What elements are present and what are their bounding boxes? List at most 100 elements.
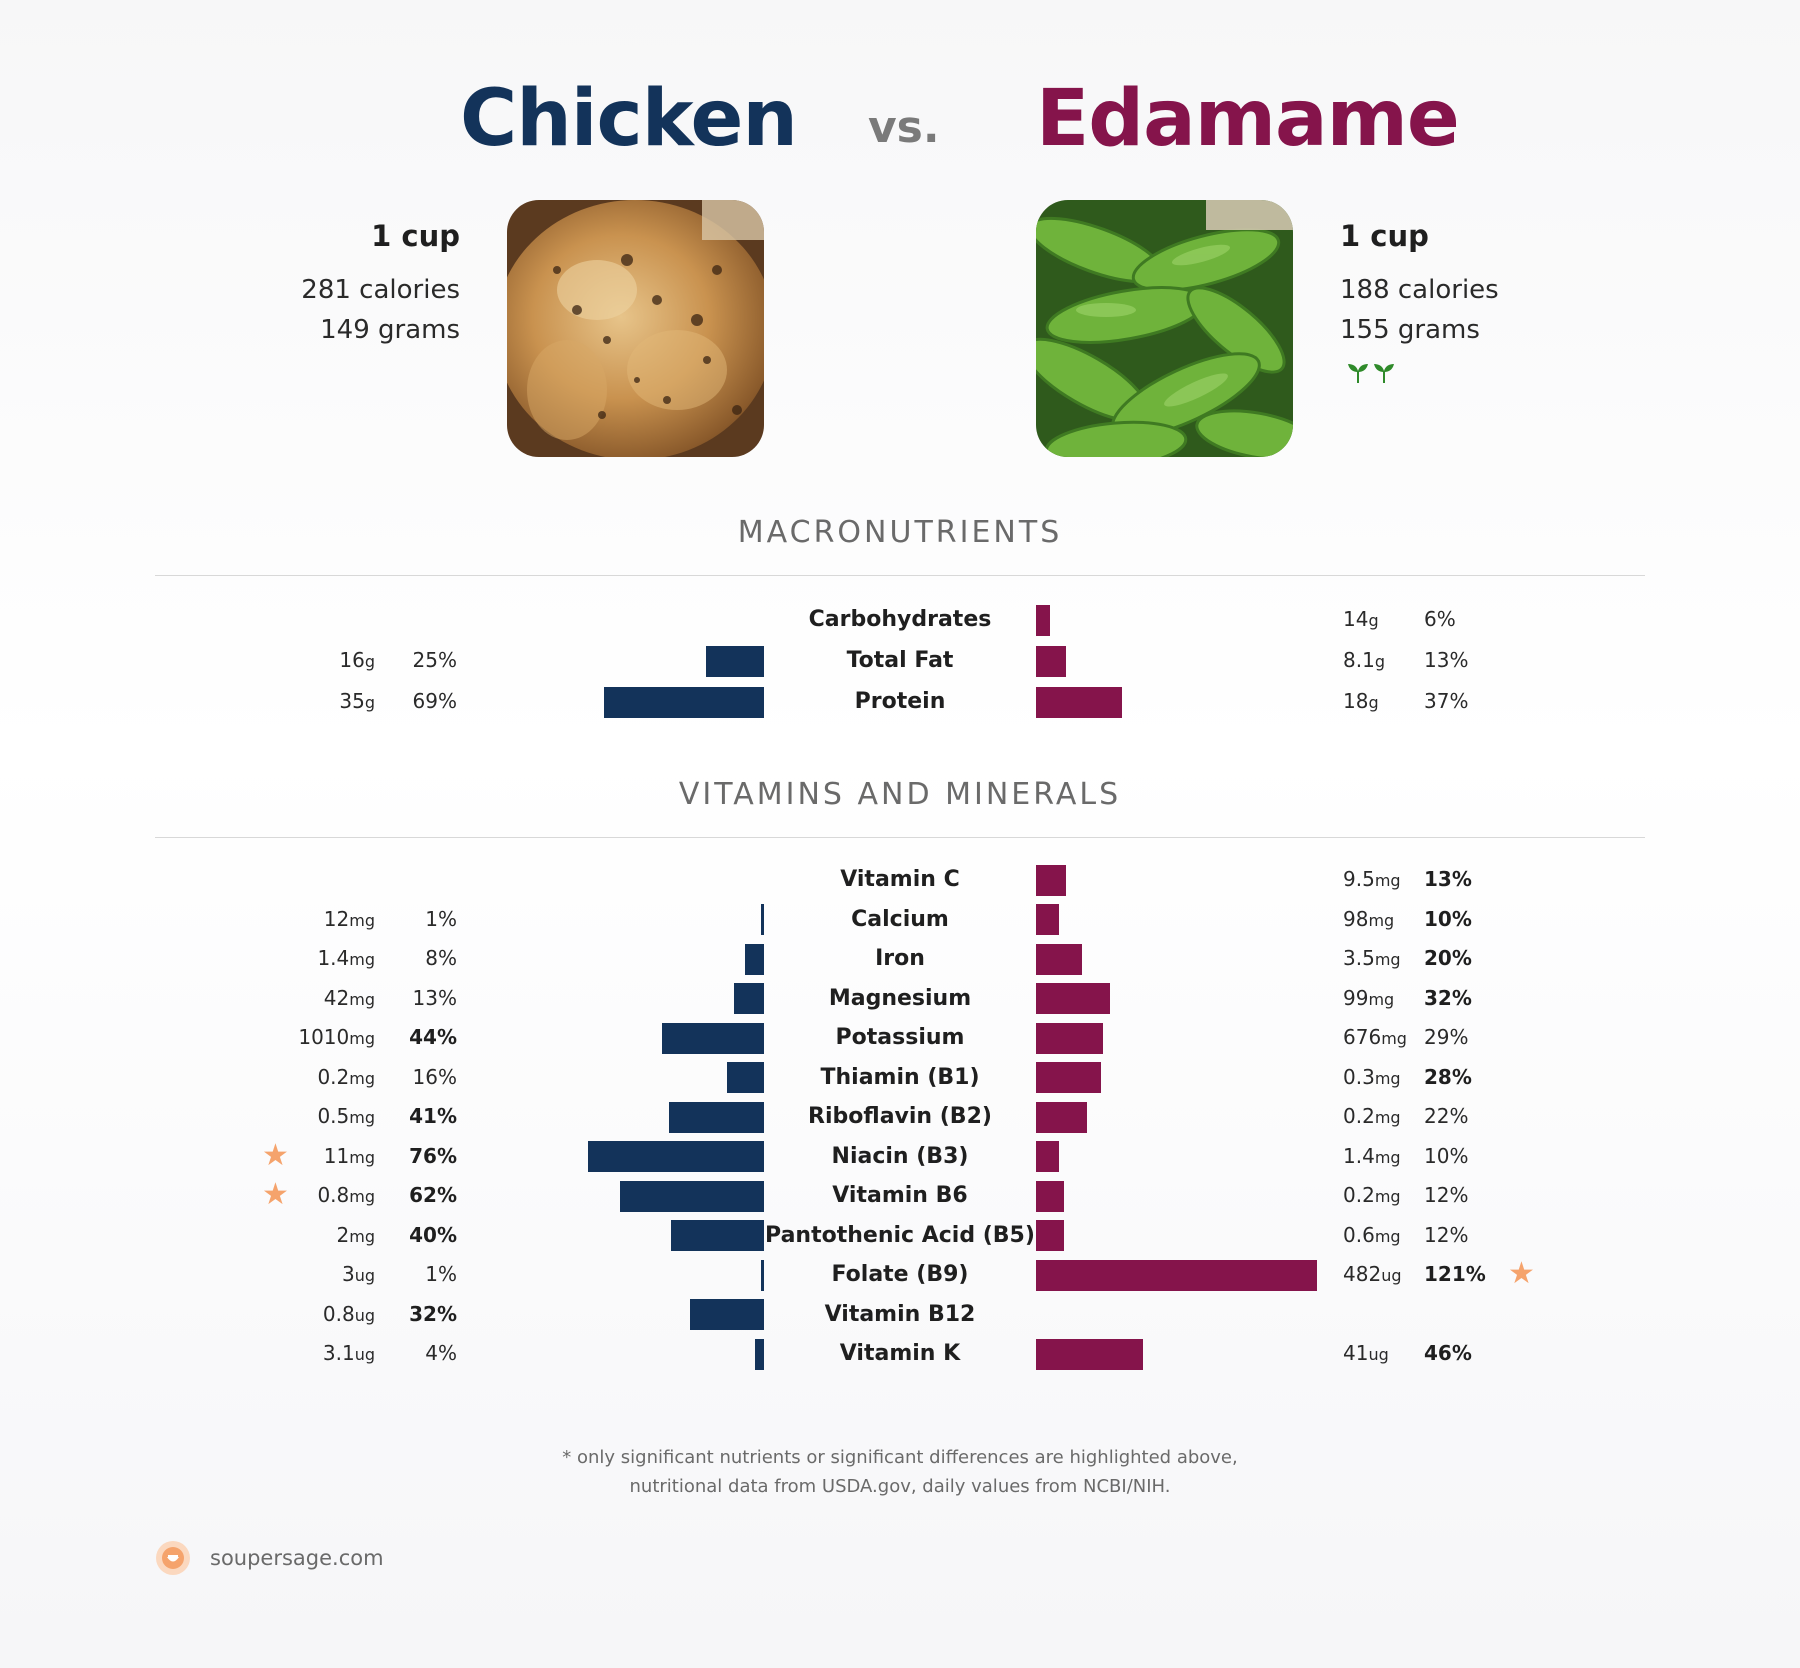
vit-calcium-edamame-pct: 10% [1424,906,1472,931]
vit-thiamin-b1-edamame-bar [1036,1062,1101,1093]
vit-niacin-b3-edamame-bar [1036,1141,1060,1172]
vit-niacin-b3-chicken-pct: 76% [409,1143,457,1168]
vit-vitamin-b12-chicken-amount: 0.8ug [322,1301,375,1326]
vit-vitamin-b6-edamame-amount: 0.2mg [1343,1183,1401,1207]
vit-riboflavin-b2-edamame-pct: 22% [1424,1104,1469,1128]
macro-total-fat-edamame-amount: 8.1g [1343,648,1385,672]
vit-vitamin-k-chicken-amount: 3.1ug [322,1341,375,1365]
vit-vitamin-b6-chicken-star-icon: ★ [262,1177,289,1212]
vit-niacin-b3-label: Niacin (B3) [831,1143,969,1169]
vit-magnesium-chicken-amount-unit: mg [349,989,375,1009]
vit-potassium-chicken-amount: 1010mg [298,1025,375,1049]
macro-protein-chicken-amount: 35g [339,689,375,713]
vit-calcium-chicken-pct: 1% [425,906,457,931]
vit-folate-b9-chicken-pct: 1% [425,1262,457,1286]
vit-pantothenic-acid-b5-label: Pantothenic Acid (B5) [765,1222,1035,1248]
vit-iron-edamame-amount: 3.5mg [1343,946,1401,970]
vit-folate-b9-edamame-amount-unit: ug [1381,1266,1402,1285]
vit-potassium-edamame-amount-unit: mg [1381,1029,1407,1048]
vit-thiamin-b1-edamame-pct: 28% [1424,1064,1472,1089]
vit-vitamin-c-edamame-pct: 13% [1424,867,1472,891]
vit-folate-b9-edamame-amount: 482ug [1343,1262,1402,1286]
vit-vitamin-c-label: Vitamin C [840,867,960,892]
vitamins-divider [155,837,1645,838]
brand-link[interactable]: soupersage.com [210,1546,384,1570]
left-grams: 149 grams [320,315,460,345]
vit-vitamin-c-edamame-amount: 9.5mg [1343,867,1401,891]
vit-iron-chicken-pct: 8% [425,946,457,970]
vit-iron-edamame-amount-unit: mg [1374,950,1401,969]
vit-iron-edamame-pct: 20% [1424,946,1472,970]
macro-total-fat-chicken-bar [706,645,764,677]
vit-riboflavin-b2-edamame-amount-unit: mg [1374,1108,1401,1127]
vit-pantothenic-acid-b5-chicken-amount: 2mg [336,1222,375,1247]
macro-protein-edamame-amount-unit: g [1368,693,1379,712]
macro-total-fat-edamame-bar [1036,645,1067,677]
vit-magnesium-label: Magnesium [828,985,972,1011]
vit-pantothenic-acid-b5-chicken-amount-unit: mg [349,1226,375,1246]
vit-magnesium-chicken-bar [733,983,764,1014]
vit-thiamin-b1-chicken-amount: 0.2mg [317,1064,375,1089]
vit-niacin-b3-chicken-bar [587,1141,764,1172]
vit-vitamin-b6-label: Vitamin B6 [832,1183,968,1208]
vit-vitamin-b6-chicken-amount-unit: mg [349,1187,375,1206]
vit-vitamin-k-label: Vitamin K [839,1341,961,1366]
vit-thiamin-b1-edamame-amount: 0.3mg [1343,1064,1401,1089]
vit-niacin-b3-edamame-amount-unit: mg [1374,1147,1401,1167]
right-calories: 188 calories [1340,275,1499,305]
vit-vitamin-k-edamame-amount-unit: ug [1368,1345,1389,1364]
vit-niacin-b3-chicken-amount-unit: mg [349,1147,375,1167]
macro-total-fat-edamame-pct: 13% [1424,648,1469,672]
macro-protein-edamame-amount: 18g [1343,689,1379,713]
macronutrients-heading: MACRONUTRIENTS [737,515,1063,550]
vit-folate-b9-chicken-amount-unit: ug [354,1266,375,1285]
vit-potassium-edamame-bar [1036,1022,1104,1054]
vit-potassium-chicken-bar [661,1022,764,1054]
vit-riboflavin-b2-chicken-amount-unit: mg [349,1108,375,1127]
vit-riboflavin-b2-label: Riboflavin (B2) [808,1104,992,1129]
vit-vitamin-k-chicken-pct: 4% [425,1341,457,1365]
vit-magnesium-chicken-pct: 13% [412,985,457,1010]
chicken-image [507,200,764,457]
macro-protein-chicken-amount-unit: g [364,693,375,712]
vit-vitamin-b12-chicken-pct: 32% [409,1301,457,1326]
vit-calcium-label: Calcium [851,906,949,932]
left-food-title: Chicken [460,74,798,164]
left-serving: 1 cup [371,219,460,253]
vit-calcium-chicken-bar [761,904,764,935]
vit-vitamin-k-edamame-bar [1036,1338,1143,1370]
vit-thiamin-b1-chicken-bar [726,1062,764,1093]
vit-vitamin-b6-chicken-bar [620,1180,764,1212]
vitamins-heading: VITAMINS AND MINERALS [678,777,1122,812]
macro-protein-chicken-pct: 69% [412,689,457,713]
vit-potassium-edamame-pct: 29% [1424,1025,1469,1049]
vit-vitamin-b6-chicken-amount: 0.8mg [317,1183,375,1207]
vit-riboflavin-b2-chicken-bar [668,1101,764,1133]
vit-vitamin-b6-chicken-pct: 62% [409,1183,457,1207]
macro-total-fat-edamame-amount-unit: g [1374,652,1385,671]
macronutrients-divider [155,575,1645,576]
macro-protein-chicken-bar [603,686,764,718]
vit-niacin-b3-chicken-star-icon: ★ [262,1137,289,1173]
vit-vitamin-b12-chicken-bar [689,1299,764,1330]
vit-thiamin-b1-edamame-amount-unit: mg [1374,1068,1401,1088]
vit-vitamin-k-edamame-pct: 46% [1424,1341,1472,1365]
vit-vitamin-c-edamame-bar [1036,864,1067,896]
vit-calcium-edamame-amount: 98mg [1343,906,1395,931]
vit-riboflavin-b2-chicken-pct: 41% [409,1104,457,1128]
macro-carbohydrates-edamame-pct: 6% [1424,607,1456,631]
vit-folate-b9-edamame-bar [1036,1259,1317,1291]
vit-folate-b9-chicken-amount: 3ug [341,1262,375,1286]
vit-potassium-label: Potassium [835,1025,965,1050]
vit-niacin-b3-edamame-amount: 1.4mg [1343,1143,1401,1168]
macro-total-fat-chicken-amount: 16g [339,648,375,672]
vit-potassium-chicken-pct: 44% [409,1025,457,1049]
vit-vitamin-k-edamame-amount: 41ug [1343,1341,1389,1365]
vit-pantothenic-acid-b5-edamame-pct: 12% [1424,1222,1469,1247]
vit-niacin-b3-chicken-amount: 11mg [323,1143,375,1168]
vit-iron-label: Iron [875,946,925,971]
vit-potassium-edamame-amount: 676mg [1343,1025,1407,1049]
footnote-line-2: nutritional data from USDA.gov, daily va… [629,1476,1171,1497]
vit-vitamin-b6-edamame-bar [1036,1180,1064,1212]
footnote-line-1: * only significant nutrients or signific… [562,1447,1238,1468]
